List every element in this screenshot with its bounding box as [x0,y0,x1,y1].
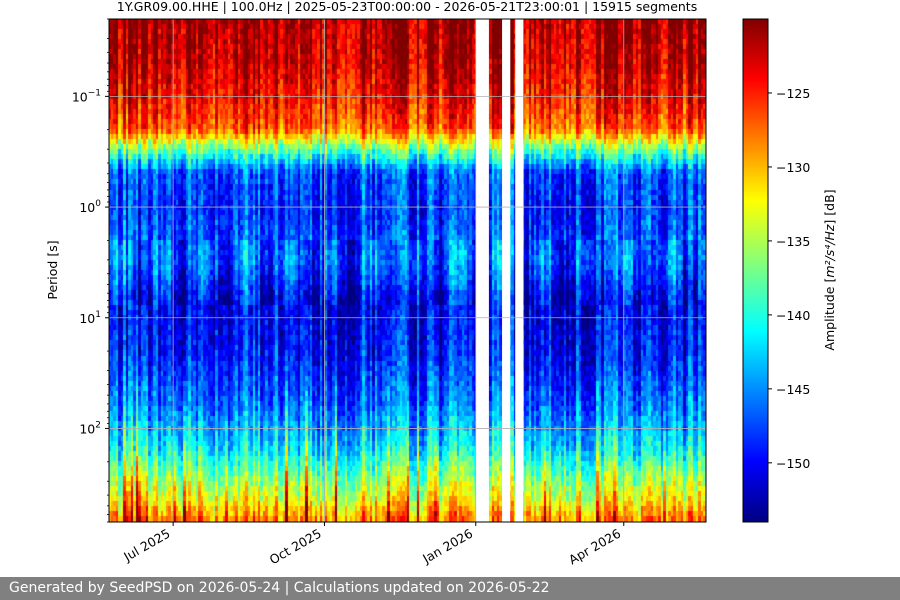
x-tick-label: Apr 2026 [566,526,623,568]
colorbar-label-prefix: Amplitude [ [822,278,837,351]
grid-lines [109,19,706,522]
y-tick-exponent: 2 [95,420,101,430]
x-tick-label: Oct 2025 [267,526,324,568]
y-tick-exponent: 1 [95,310,101,320]
y-tick-exponent: −1 [88,88,101,98]
data-gaps [475,19,524,522]
psd-spectrogram-chart: 1Y.GR09.00.HHE | 100.0Hz | 2025-05-23T00… [45,0,837,568]
colorbar-tick-label: −140 [776,308,810,323]
y-tick-label: 10−1 [72,88,101,104]
spectrogram-plot-area [109,19,706,522]
y-tick-label: 100 [79,199,101,215]
colorbar-tick-label: −125 [776,86,810,101]
y-tick-label: 102 [79,420,101,436]
y-tick-base: 10 [72,89,88,104]
chart-title: 1Y.GR09.00.HHE | 100.0Hz | 2025-05-23T00… [117,0,697,14]
y-tick-base: 10 [79,311,95,326]
spectrogram-canvas [109,19,706,522]
data-gap [515,19,524,522]
y-tick-label: 101 [79,310,101,326]
y-axis-label: Period [s] [45,240,60,299]
footer-bar: Generated by SeedPSD on 2026-05-24 | Cal… [0,577,900,600]
colorbar-tick-label: −130 [776,160,810,175]
x-tick-label: Jul 2025 [120,526,172,565]
colorbar-label-suffix: ] [dB] [822,189,837,224]
colorbar [742,18,769,523]
colorbar-tick-label: −135 [776,234,810,249]
x-axis-ticks: Jul 2025 Oct 2025 Jan 2026 Apr 2026 [120,522,625,568]
colorbar-label-units: m²/s⁴/Hz [822,224,837,278]
colorbar-tick-label: −145 [776,382,810,397]
colorbar-ticks: −125 −130 −135 −140 −145 −150 [768,86,810,471]
plot-frame [108,18,707,523]
data-gap [475,19,489,522]
x-tick-label: Jan 2026 [419,526,475,567]
colorbar-label: Amplitude [m²/s⁴/Hz] [dB] [822,189,837,350]
y-tick-base: 10 [79,200,95,215]
spectrogram-image [109,19,706,522]
data-gap [502,19,511,522]
colorbar-tick-label: −150 [776,456,810,471]
y-tick-base: 10 [79,421,95,436]
y-tick-exponent: 0 [95,199,101,209]
